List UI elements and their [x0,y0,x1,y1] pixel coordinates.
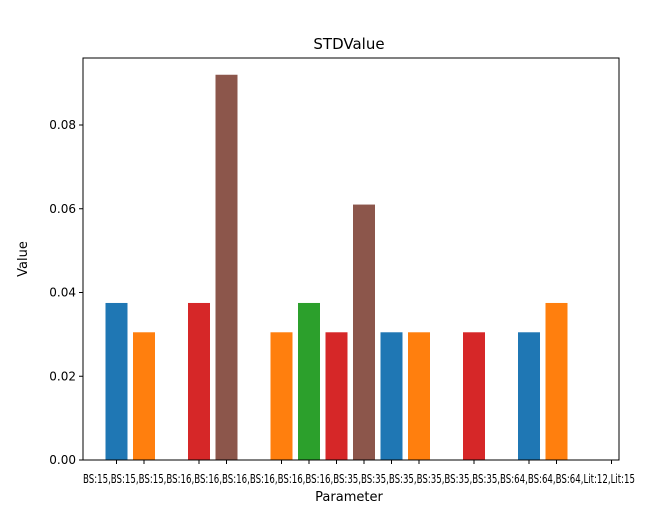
bar-4 [215,74,238,460]
bar-5 [270,332,293,460]
bar-3 [188,302,210,460]
bar-13 [545,302,568,460]
bar-1 [105,302,128,460]
bar-series [105,74,612,464]
bar-9 [380,332,403,460]
y-tick-label: 0.02 [49,369,76,383]
bar-8 [353,204,375,460]
bar-2 [133,332,155,460]
bar-7 [325,332,348,460]
x-axis-label: Parameter [315,490,383,505]
y-tick-label: 0.06 [49,202,76,216]
bar-6 [298,302,320,460]
y-axis-label: Value [16,241,31,277]
y-tick-label: 0.00 [49,453,76,467]
bar-11 [463,332,485,460]
chart-title: STDValue [313,35,384,53]
bar-12 [518,332,540,460]
y-tick-label: 0.08 [49,118,76,132]
bar-10 [408,332,430,460]
x-tick-labels: BS:15,BS:15,BS:15,BS:16,BS:16,BS:16,BS:1… [83,472,635,486]
y-tick-label: 0.04 [49,286,76,300]
plot-frame [82,57,620,461]
y-axis: 0.00 0.02 0.04 0.06 0.08 [49,118,83,467]
